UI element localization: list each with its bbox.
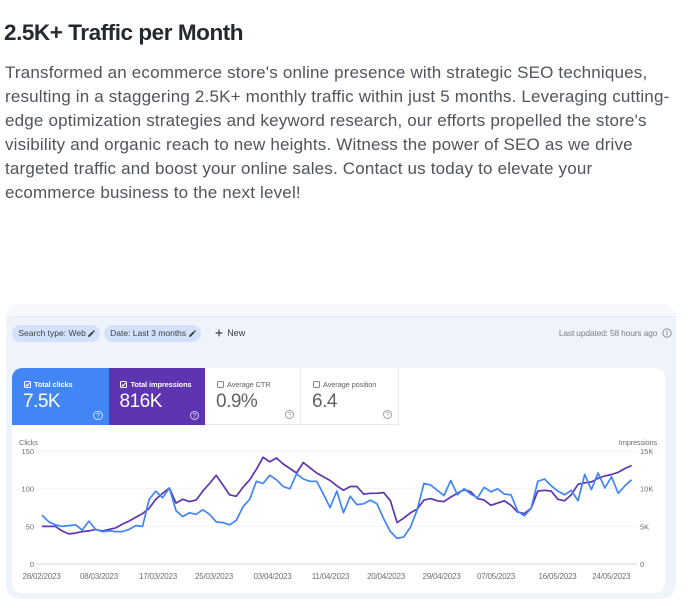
svg-text:Clicks: Clicks [19,438,38,447]
svg-text:11/04/2023: 11/04/2023 [312,572,350,581]
svg-text:Impressions: Impressions [619,438,658,447]
svg-text:100: 100 [21,484,34,493]
svg-text:03/04/2023: 03/04/2023 [253,572,292,581]
svg-text:16/05/2023: 16/05/2023 [538,572,577,581]
svg-text:5K: 5K [640,522,649,531]
svg-text:10K: 10K [640,484,653,493]
svg-text:17/03/2023: 17/03/2023 [139,572,178,581]
svg-text:50: 50 [26,522,34,531]
svg-text:0: 0 [30,559,34,568]
svg-text:07/05/2023: 07/05/2023 [477,572,516,581]
svg-text:28/02/2023: 28/02/2023 [22,572,61,581]
svg-text:0: 0 [640,559,644,568]
svg-text:20/04/2023: 20/04/2023 [367,572,406,581]
svg-text:29/04/2023: 29/04/2023 [422,572,461,581]
svg-text:150: 150 [21,447,34,456]
svg-text:15K: 15K [640,447,653,456]
svg-text:24/05/2023: 24/05/2023 [592,572,631,581]
svg-text:08/03/2023: 08/03/2023 [80,572,119,581]
svg-text:25/03/2023: 25/03/2023 [195,572,234,581]
